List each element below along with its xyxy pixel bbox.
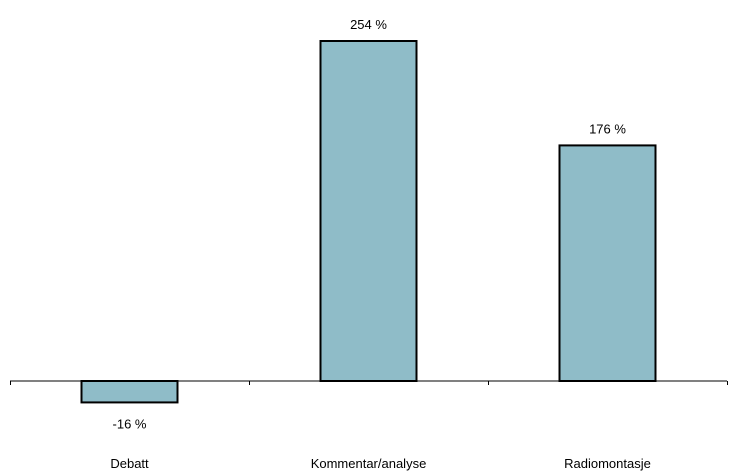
data-labels: -16 % 254 % 176 % <box>113 17 627 431</box>
category-label: Debatt <box>110 456 149 471</box>
category-label: Radiomontasje <box>564 456 651 471</box>
category-labels: Debatt Kommentar/analyse Radiomontasje <box>110 456 651 471</box>
bars-layer <box>80 40 657 404</box>
data-label: 254 % <box>350 17 387 32</box>
data-label: 176 % <box>589 121 626 136</box>
bar-kommentar-analyse <box>319 40 418 382</box>
category-label: Kommentar/analyse <box>311 456 427 471</box>
bar-debatt <box>80 380 179 404</box>
bar-radiomontasje <box>558 144 657 382</box>
data-label: -16 % <box>113 416 147 431</box>
x-axis-ticks <box>10 381 728 385</box>
